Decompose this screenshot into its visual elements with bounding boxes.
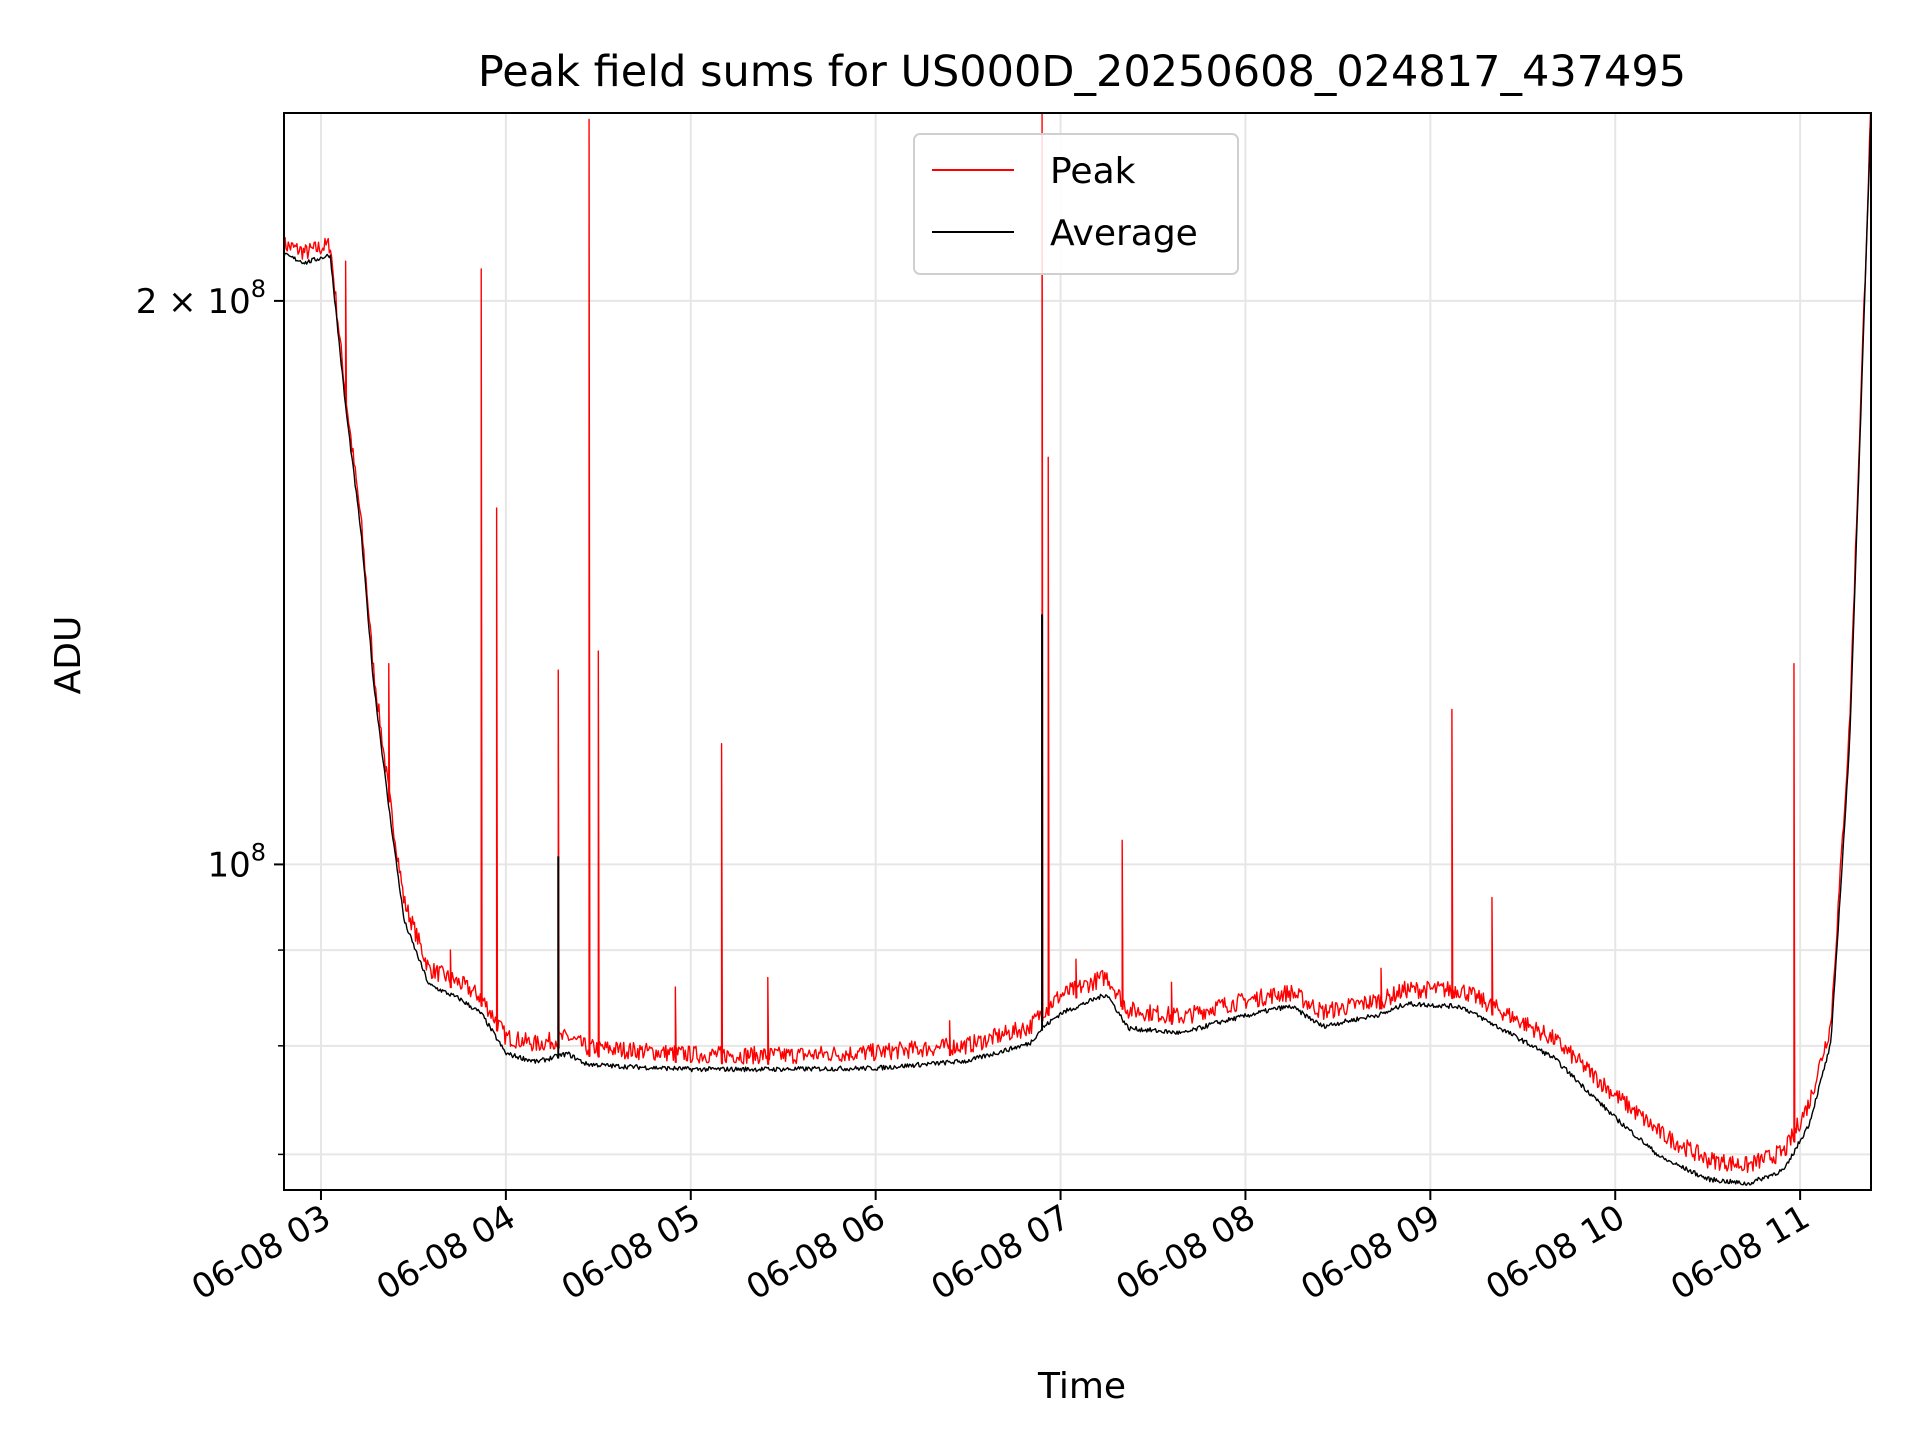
peak-series-line bbox=[284, 113, 1871, 1174]
y-tick-label: 108 bbox=[207, 838, 266, 885]
legend: Peak Average bbox=[913, 133, 1239, 275]
chart-title: Peak field sums for US000D_20250608_0248… bbox=[478, 47, 1686, 97]
grid-lines bbox=[284, 113, 1871, 1190]
plot-area bbox=[284, 113, 1871, 1186]
legend-label-peak: Peak bbox=[1050, 151, 1136, 192]
axes-frame bbox=[283, 112, 1872, 1191]
average-series-line bbox=[284, 127, 1871, 1186]
legend-label-average: Average bbox=[1050, 213, 1198, 254]
y-axis-label: ADU bbox=[48, 616, 89, 695]
x-axis-label: Time bbox=[1037, 1366, 1126, 1407]
plot-series-group bbox=[284, 113, 1871, 1186]
y-tick-label: 2 × 108 bbox=[136, 275, 266, 322]
